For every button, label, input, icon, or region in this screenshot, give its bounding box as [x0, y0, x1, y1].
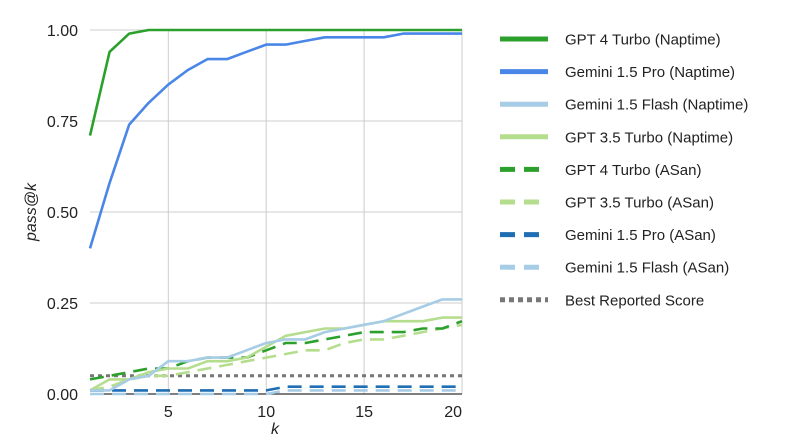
chart-legend: GPT 4 Turbo (Naptime) Gemini 1.5 Pro (Nap… — [500, 32, 748, 309]
legend-label: GPT 4 Turbo (Naptime) — [565, 32, 721, 49]
legend-label: Gemini 1.5 Flash (ASan) — [565, 260, 729, 277]
x-tick-label: 20 — [444, 404, 462, 421]
legend-label: GPT 4 Turbo (ASan) — [565, 162, 701, 179]
chart-gridlines — [90, 29, 463, 395]
x-axis-title: k — [271, 421, 280, 438]
chart-series — [88, 28, 463, 396]
series-line — [90, 298, 462, 392]
y-axis-ticks: 0.00 0.25 0.50 0.75 1.00 — [47, 23, 78, 404]
x-tick-label: 10 — [257, 404, 275, 421]
y-tick-label: 0.50 — [47, 205, 78, 222]
legend-label: GPT 3.5 Turbo (Naptime) — [565, 129, 733, 146]
y-tick-label: 0.00 — [47, 387, 78, 404]
series-line — [89, 316, 462, 392]
legend-label: Best Reported Score — [565, 292, 704, 309]
y-tick-label: 1.00 — [47, 23, 78, 40]
legend-label: Gemini 1.5 Flash (Naptime) — [565, 97, 748, 114]
legend-label: GPT 3.5 Turbo (ASan) — [565, 195, 714, 212]
legend-label: Gemini 1.5 Pro (ASan) — [565, 227, 716, 244]
series-line — [90, 385, 462, 392]
legend-label: Gemini 1.5 Pro (Naptime) — [565, 64, 735, 81]
y-axis-title: pass@k — [23, 182, 40, 242]
x-axis-ticks: 5 10 15 20 — [164, 404, 462, 421]
x-tick-label: 5 — [164, 404, 173, 421]
x-tick-label: 15 — [355, 404, 373, 421]
y-tick-label: 0.25 — [47, 296, 78, 313]
series-line — [88, 28, 462, 136]
series-line — [89, 323, 463, 392]
series-line — [90, 389, 462, 396]
y-tick-label: 0.75 — [47, 114, 78, 131]
series-line — [89, 319, 463, 381]
series-line — [88, 32, 462, 249]
